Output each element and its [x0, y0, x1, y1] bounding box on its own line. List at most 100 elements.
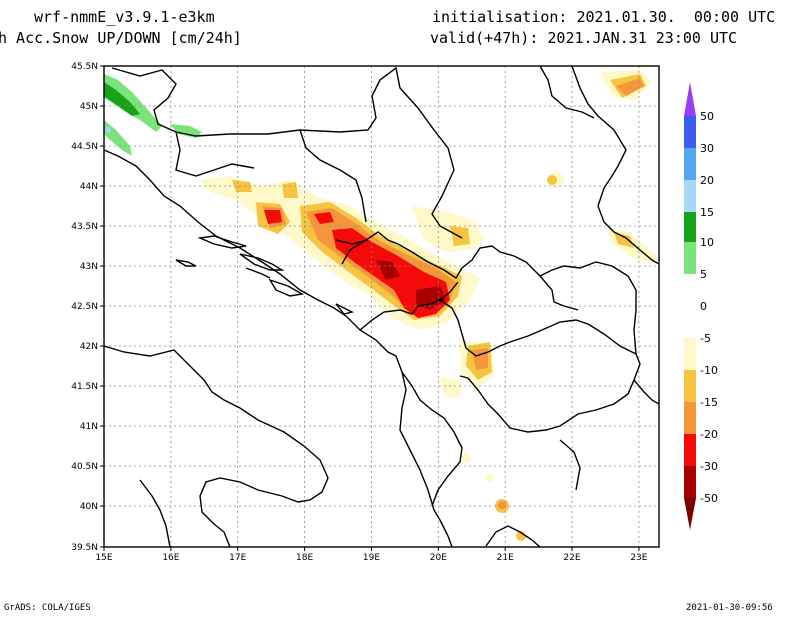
colorbar-label: 50 — [700, 110, 714, 123]
colorbar-swatch — [684, 212, 696, 242]
colorbar-swatch — [684, 338, 696, 370]
lon-tick-label: 21E — [497, 553, 514, 563]
coastlines-borders — [104, 66, 659, 547]
snow-gain-area — [104, 74, 162, 132]
colorbar-label: -30 — [700, 460, 718, 473]
lat-tick-label: 44N — [80, 182, 98, 192]
colorbar-label: 0 — [700, 300, 707, 313]
lat-tick-label: 40.5N — [71, 462, 98, 472]
border — [439, 299, 641, 433]
italy-coastline — [104, 345, 329, 547]
island — [197, 235, 247, 249]
border — [553, 301, 579, 311]
snow-loss-area — [376, 260, 400, 280]
colorbar-swatch — [684, 370, 696, 402]
lon-labels: 15E 16E 17E 18E 19E 20E 21E 22E 23E — [95, 553, 647, 563]
colorbar-swatch — [684, 180, 696, 212]
colorbar — [684, 82, 696, 530]
border — [299, 129, 367, 223]
snow-loss-area — [232, 180, 252, 192]
border — [401, 371, 463, 507]
lon-tick-label: 20E — [430, 553, 447, 563]
snow-loss-area — [264, 210, 282, 224]
colorbar-top-arrow — [684, 82, 696, 116]
border — [341, 231, 555, 303]
colorbar-bottom-arrow — [684, 498, 696, 530]
lon-tick-label: 18E — [296, 553, 313, 563]
snow-gain-area — [104, 120, 132, 156]
snow-loss-area — [547, 175, 557, 185]
lat-tick-label: 40N — [80, 502, 98, 512]
island — [268, 278, 305, 297]
snow-loss-area — [282, 182, 298, 198]
lat-tick-label: 43N — [80, 262, 98, 272]
footer-credit: GrADS: COLA/IGES — [4, 603, 91, 613]
colorbar-swatch — [684, 466, 696, 498]
lat-tick-label: 44.5N — [71, 142, 98, 152]
snow-loss-area — [616, 78, 644, 96]
island — [485, 525, 541, 547]
lat-tick-label: 45.5N — [71, 62, 98, 72]
snow-loss-area — [614, 232, 634, 248]
snow-gain-area — [104, 82, 140, 116]
snow-loss-area — [450, 226, 470, 246]
island — [335, 303, 355, 315]
lat-tick-label: 42.5N — [71, 302, 98, 312]
adriatic-coastline — [104, 149, 453, 547]
lat-tick-label: 43.5N — [71, 222, 98, 232]
snow-loss-area — [412, 206, 484, 252]
border — [335, 239, 369, 245]
snow-loss-area — [461, 453, 471, 463]
colorbar-label: 30 — [700, 142, 714, 155]
lon-tick-label: 19E — [363, 553, 380, 563]
colorbar-swatch — [684, 402, 696, 434]
border — [539, 261, 637, 355]
colorbar-swatch — [684, 148, 696, 180]
colorbar-label: -15 — [700, 396, 718, 409]
map-grid — [104, 66, 659, 547]
colorbar-swatch — [684, 116, 696, 148]
colorbar-labels: 50 30 20 15 10 5 0 -5 -10 -15 -20 -30 -5… — [700, 110, 718, 505]
colorbar-label: 10 — [700, 236, 714, 249]
lon-tick-label: 17E — [229, 553, 246, 563]
snow-loss-area — [440, 376, 462, 398]
snow-gain-area — [105, 127, 111, 133]
colorbar-label: -10 — [700, 364, 718, 377]
lat-tick-label: 39.5N — [71, 543, 98, 553]
lon-tick-label: 15E — [95, 553, 112, 563]
border — [359, 281, 459, 331]
lat-tick-label: 45N — [80, 102, 98, 112]
border — [633, 379, 659, 405]
colorbar-swatch — [684, 242, 696, 274]
snow-loss-area — [314, 212, 334, 224]
lat-tick-label: 42N — [80, 342, 98, 352]
island — [245, 267, 271, 279]
colorbar-swatch — [684, 434, 696, 466]
colorbar-label: 20 — [700, 174, 714, 187]
axis-ticks — [100, 65, 640, 551]
lat-tick-label: 41.5N — [71, 382, 98, 392]
init-time: initialisation: 2021.01.30. 00:00 UTC — [432, 8, 776, 26]
field-title: h Acc.Snow UP/DOWN [cm/24h] — [0, 29, 242, 47]
border — [111, 66, 463, 239]
colorbar-label: 15 — [700, 206, 714, 219]
italy-inland-coastline — [139, 479, 171, 547]
island — [559, 439, 581, 491]
border — [571, 66, 659, 265]
snow-gain-area — [170, 124, 202, 138]
colorbar-label: -50 — [700, 492, 718, 505]
snow-loss-area — [486, 474, 494, 482]
lon-tick-label: 23E — [630, 553, 647, 563]
lat-tick-label: 41N — [80, 422, 98, 432]
lon-tick-label: 16E — [162, 553, 179, 563]
border — [539, 66, 595, 119]
colorbar-label: -20 — [700, 428, 718, 441]
island — [239, 253, 285, 271]
island — [175, 259, 197, 267]
snow-field — [104, 70, 658, 541]
snow-loss-area — [498, 501, 506, 509]
colorbar-swatch — [684, 274, 696, 338]
model-title: wrf-nmmE_v3.9.1-e3km — [34, 8, 215, 26]
valid-time: valid(+47h): 2021.JAN.31 23:00 UTC — [430, 29, 738, 47]
